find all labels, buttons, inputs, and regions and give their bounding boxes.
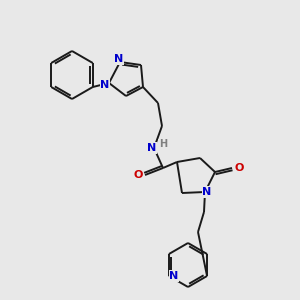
Text: N: N <box>202 187 211 197</box>
Text: N: N <box>169 271 178 281</box>
Text: N: N <box>147 143 157 153</box>
Text: N: N <box>114 54 124 64</box>
Text: O: O <box>234 163 244 173</box>
Text: H: H <box>159 139 167 149</box>
Text: O: O <box>133 170 143 180</box>
Text: N: N <box>100 80 109 90</box>
